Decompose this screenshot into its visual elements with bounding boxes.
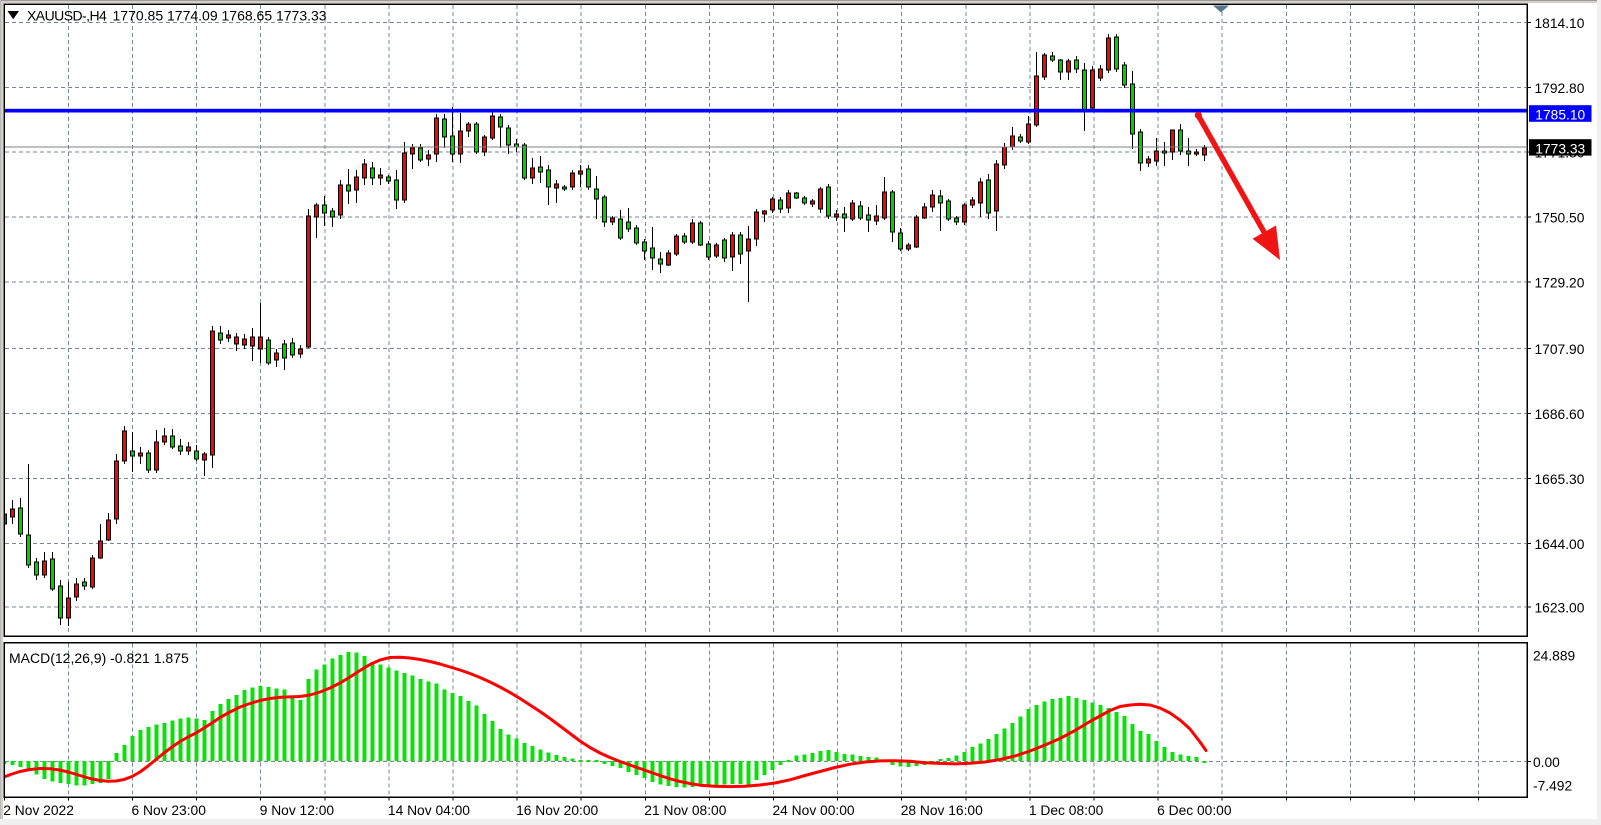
svg-text:1814.10: 1814.10 (1535, 16, 1585, 31)
svg-text:9 Nov 12:00: 9 Nov 12:00 (260, 803, 335, 818)
svg-text:1 Dec 08:00: 1 Dec 08:00 (1029, 803, 1104, 818)
svg-text:1773.33: 1773.33 (1535, 142, 1585, 157)
svg-text:1665.30: 1665.30 (1535, 472, 1585, 487)
svg-text:-7.492: -7.492 (1533, 779, 1572, 794)
svg-text:28 Nov 16:00: 28 Nov 16:00 (901, 803, 983, 818)
svg-text:1644.00: 1644.00 (1535, 537, 1585, 552)
svg-text:MACD(12,26,9) -0.821 1.875: MACD(12,26,9) -0.821 1.875 (9, 650, 189, 666)
svg-text:6 Nov 23:00: 6 Nov 23:00 (132, 803, 207, 818)
svg-text:14 Nov 04:00: 14 Nov 04:00 (388, 803, 470, 818)
svg-text:1770.85 1774.09 1768.65 1773.3: 1770.85 1774.09 1768.65 1773.33 (113, 8, 327, 24)
svg-text:1792.80: 1792.80 (1535, 81, 1585, 96)
svg-text:2 Nov 2022: 2 Nov 2022 (3, 803, 74, 818)
svg-text:21 Nov 08:00: 21 Nov 08:00 (644, 803, 726, 818)
svg-text:1785.10: 1785.10 (1535, 108, 1585, 123)
svg-text:1686.60: 1686.60 (1535, 407, 1585, 422)
svg-text:1707.90: 1707.90 (1535, 342, 1585, 357)
svg-text:24.889: 24.889 (1533, 649, 1576, 664)
svg-text:6 Dec 00:00: 6 Dec 00:00 (1157, 803, 1232, 818)
svg-text:XAUUSD-,H4: XAUUSD-,H4 (27, 8, 107, 24)
svg-text:16 Nov 20:00: 16 Nov 20:00 (516, 803, 598, 818)
svg-text:1729.20: 1729.20 (1535, 276, 1585, 291)
svg-text:1750.50: 1750.50 (1535, 211, 1585, 226)
svg-text:24 Nov 00:00: 24 Nov 00:00 (773, 803, 855, 818)
svg-text:1623.00: 1623.00 (1535, 601, 1585, 616)
svg-text:0.00: 0.00 (1533, 755, 1560, 770)
